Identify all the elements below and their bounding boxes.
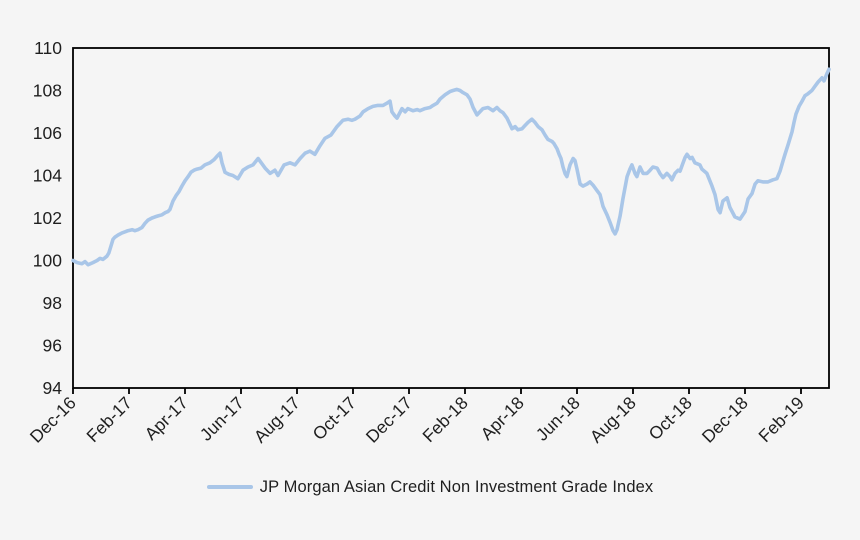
legend-label: JP Morgan Asian Credit Non Investment Gr… [259, 477, 654, 496]
y-axis-tick-label: 96 [43, 336, 62, 356]
y-axis-tick-label: 108 [33, 81, 62, 101]
legend-line-swatch [206, 484, 253, 490]
x-axis-tick-label: Dec-18 [698, 393, 752, 447]
x-axis-tick-label: Apr-17 [141, 393, 192, 444]
x-axis-tick-label: Oct-17 [309, 393, 360, 444]
x-axis-tick-label: Dec-16 [26, 393, 80, 447]
x-axis-tick-label: Dec-17 [362, 393, 416, 447]
plot-area-border [72, 47, 830, 389]
x-axis-tick-label: Oct-18 [645, 393, 696, 444]
y-axis-tick-label: 106 [33, 123, 62, 143]
x-axis-tick-label: Aug-18 [586, 393, 640, 447]
y-axis-tick-label: 102 [33, 208, 62, 228]
x-axis-tick-label: Feb-19 [754, 393, 807, 446]
y-axis-tick-label: 94 [43, 378, 63, 398]
x-axis-tick-label: Apr-18 [477, 393, 528, 444]
series-line-jpm-asian-credit-index [71, 67, 831, 267]
x-axis-tick-label: Feb-18 [418, 393, 471, 446]
y-axis-tick-label: 100 [33, 251, 62, 271]
x-axis-tick-label: Feb-17 [82, 393, 135, 446]
y-axis-tick-label: 98 [43, 293, 62, 313]
y-axis-tick-label: 110 [34, 38, 62, 58]
x-axis-tick-label: Aug-17 [250, 393, 304, 447]
y-axis-tick-label: 104 [33, 166, 62, 186]
x-axis-tick-label: Jun-18 [532, 393, 584, 445]
legend: JP Morgan Asian Credit Non Investment Gr… [0, 472, 860, 502]
x-axis-tick-label: Jun-17 [196, 393, 248, 445]
